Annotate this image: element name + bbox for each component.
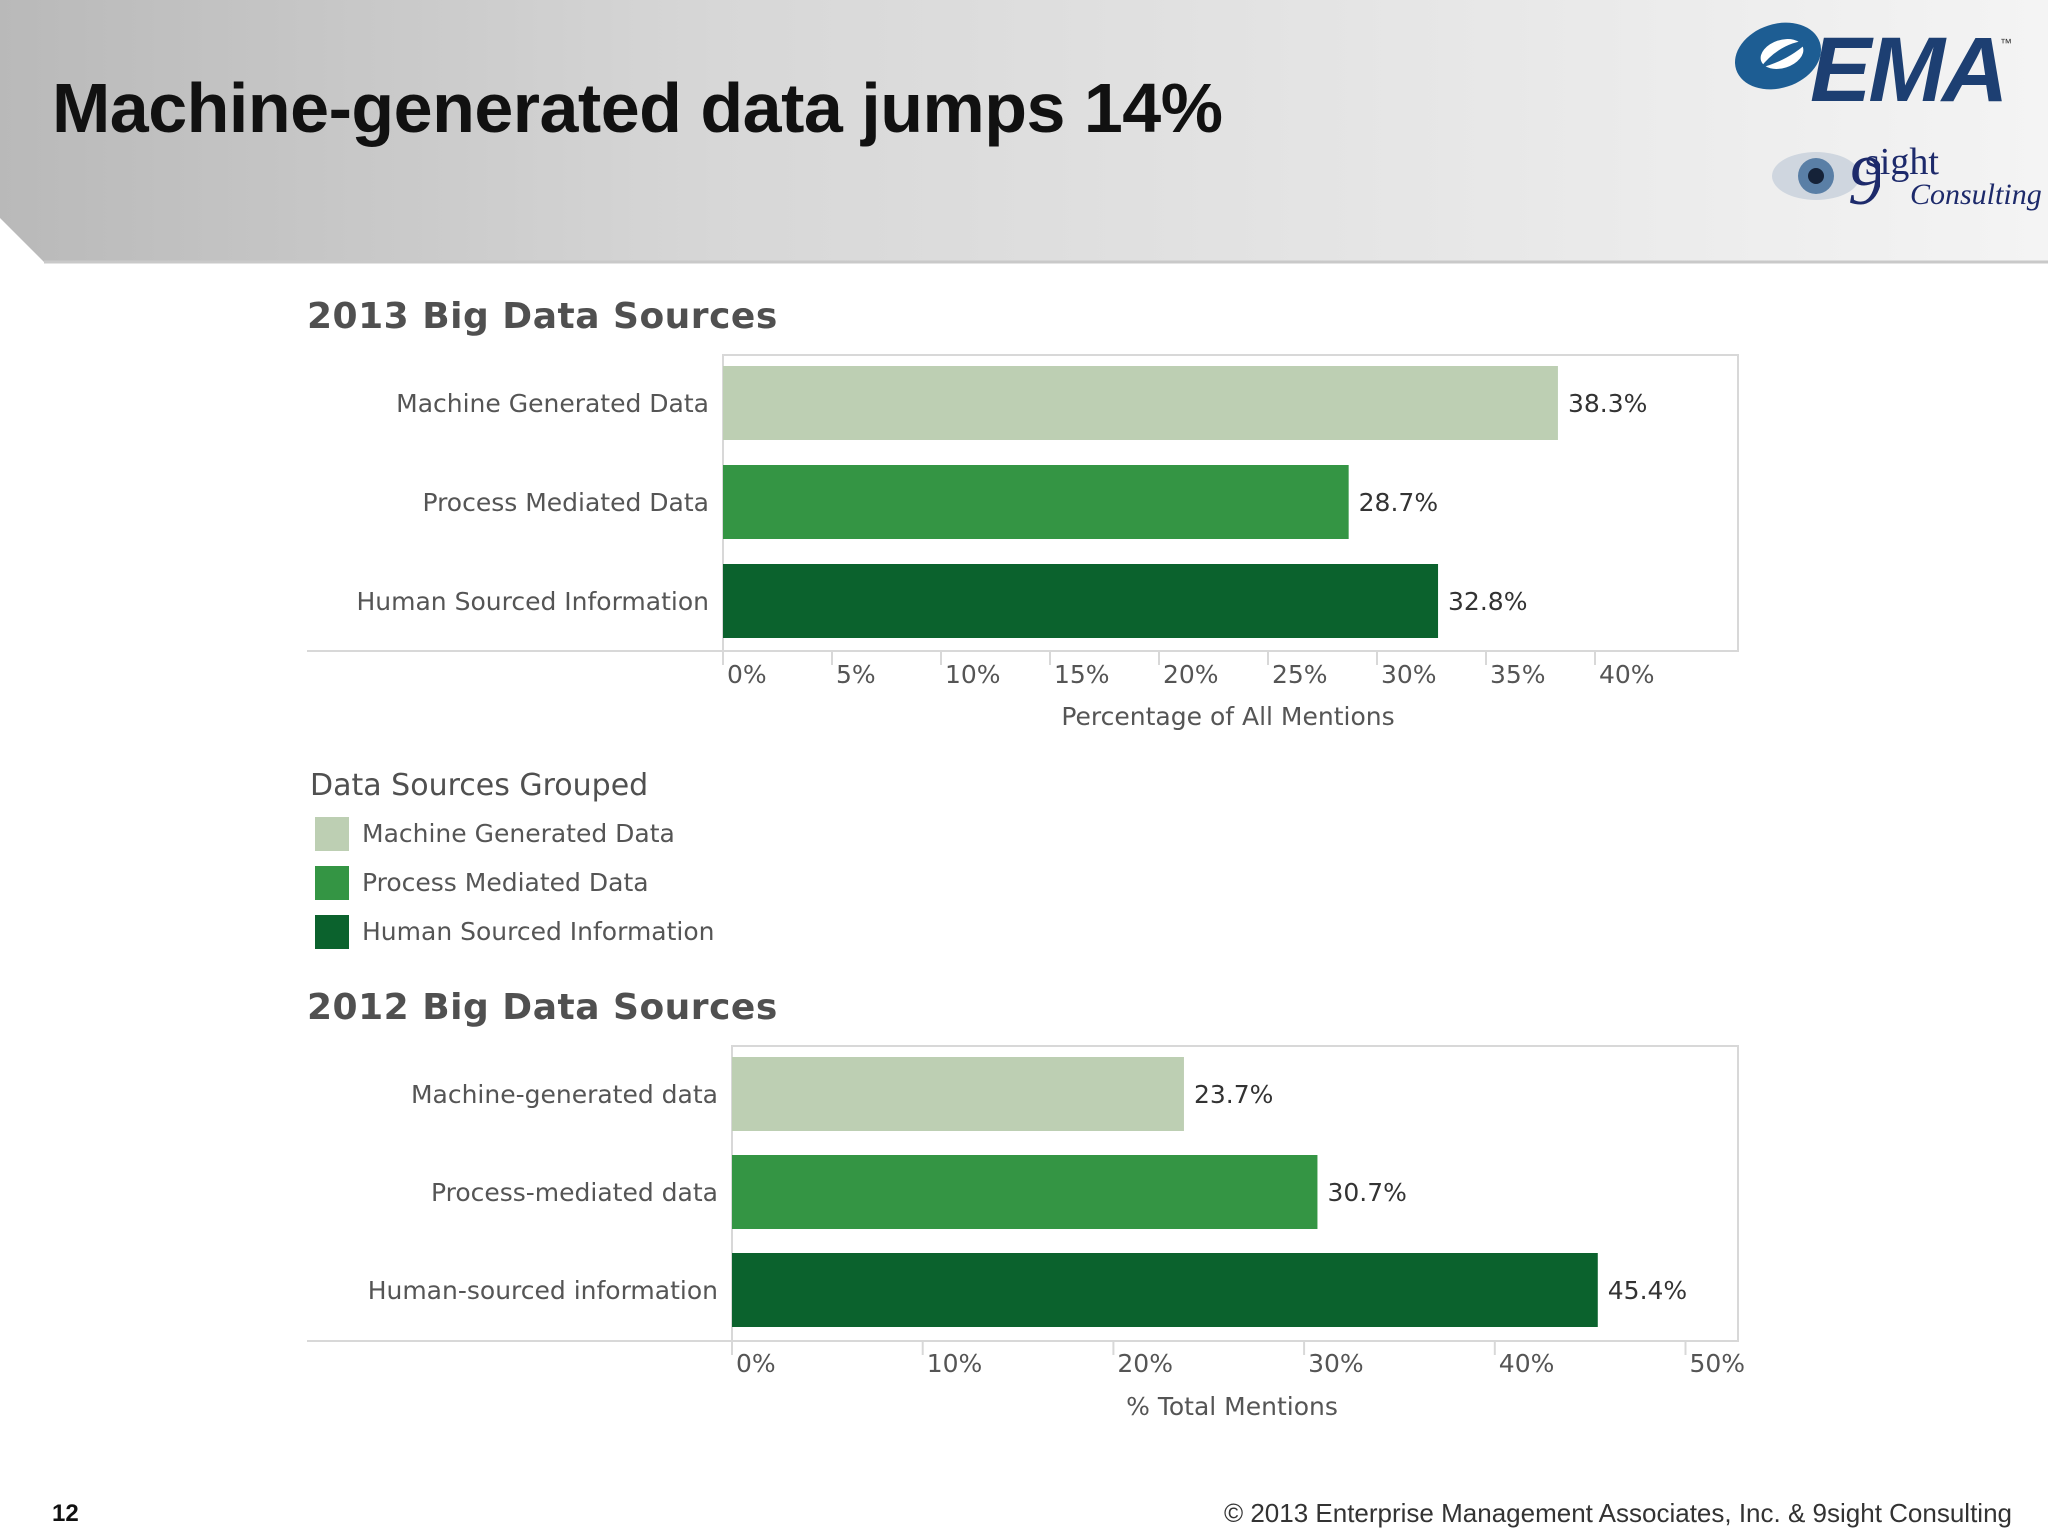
chart-2012-tick-label-5: 50% <box>1690 1349 1746 1378</box>
chart-2012-bar-0 <box>732 1057 1184 1131</box>
chart-2012-bar-1 <box>732 1155 1318 1229</box>
legend-swatch-human <box>315 914 349 949</box>
chart-2012-data-label-0: 23.7% <box>1194 1080 1273 1109</box>
legend-title: Data Sources Grouped <box>310 768 649 803</box>
chart-2013-tick-label-4: 20% <box>1163 660 1219 689</box>
ninesight-logo-line2: Consulting <box>1910 178 2042 211</box>
chart-2013-category-label-0: Machine Generated Data <box>396 389 709 418</box>
page-number: 12 <box>52 1500 79 1527</box>
chart-2013-title: 2013 Big Data Sources <box>307 296 778 337</box>
chart-2013-category-label-2: Human Sourced Information <box>356 587 709 616</box>
legend-label-machine: Machine Generated Data <box>362 819 675 848</box>
chart-2012-tick-label-1: 10% <box>927 1349 983 1378</box>
legend: Data Sources Grouped Machine Generated D… <box>310 768 715 956</box>
chart-2013-bar-1 <box>723 465 1349 539</box>
chart-2013-tick-label-7: 35% <box>1490 660 1546 689</box>
chart-2013-tick-label-2: 10% <box>945 660 1001 689</box>
chart-2012-data-label-2: 45.4% <box>1608 1276 1687 1305</box>
chart-2013-category-label-1: Process Mediated Data <box>422 488 709 517</box>
chart-2013-data-label-2: 32.8% <box>1448 587 1527 616</box>
chart-2013-tick-label-6: 30% <box>1381 660 1437 689</box>
legend-item-process: Process Mediated Data <box>310 858 715 907</box>
copyright-footer: © 2013 Enterprise Management Associates,… <box>1223 1498 2012 1528</box>
chart-2012-data-label-1: 30.7% <box>1327 1178 1406 1207</box>
eye-icon: 9 <box>1772 146 1880 216</box>
chart-2013-bar-2 <box>723 564 1439 638</box>
chart-2012-tick-label-0: 0% <box>736 1349 776 1378</box>
chart-2012-category-label-1: Process-mediated data <box>431 1178 718 1207</box>
chart-2012-category-label-2: Human-sourced information <box>368 1276 718 1305</box>
chart-2013-tick-label-1: 5% <box>836 660 876 689</box>
chart-2013-tick-label-0: 0% <box>727 660 767 689</box>
chart-2013-data-label-1: 28.7% <box>1359 488 1438 517</box>
chart-2013-bar-0 <box>723 366 1558 440</box>
svg-text:9: 9 <box>1848 146 1880 216</box>
ema-trademark: ™ <box>2000 36 2012 50</box>
legend-label-human: Human Sourced Information <box>362 917 715 946</box>
chart-2013-tick-label-3: 15% <box>1054 660 1110 689</box>
legend-swatch-process <box>315 865 349 900</box>
ninesight-logo-line1: sight <box>1865 141 1939 183</box>
ema-logo: EMA ™ <box>1720 12 2020 122</box>
chart-2013-data-label-0: 38.3% <box>1568 389 1647 418</box>
legend-item-machine: Machine Generated Data <box>310 809 715 858</box>
chart-2013-x-axis-title: Percentage of All Mentions <box>1061 702 1395 731</box>
chart-2013-tick-label-8: 40% <box>1599 660 1655 689</box>
ema-logo-text: EMA <box>1810 19 2008 121</box>
chart-2012-title: 2012 Big Data Sources <box>307 987 778 1028</box>
header-band <box>0 0 2048 264</box>
legend-swatch-machine <box>315 816 349 851</box>
chart-2012-tick-label-2: 20% <box>1117 1349 1173 1378</box>
chart-2012-x-axis-title: % Total Mentions <box>1126 1392 1338 1421</box>
ema-swoosh-icon <box>1735 22 1821 90</box>
chart-2012-bar-2 <box>732 1253 1598 1327</box>
legend-item-human: Human Sourced Information <box>310 907 715 956</box>
chart-2012-tick-label-4: 40% <box>1499 1349 1555 1378</box>
slide-title: Machine-generated data jumps 14% <box>52 69 1223 147</box>
chart-2012-category-label-0: Machine-generated data <box>411 1080 718 1109</box>
legend-label-process: Process Mediated Data <box>362 868 649 897</box>
chart-2012-tick-label-3: 30% <box>1308 1349 1364 1378</box>
ninesight-logo: 9 sight Consulting <box>1770 140 2042 220</box>
chart-2013-tick-label-5: 25% <box>1272 660 1328 689</box>
